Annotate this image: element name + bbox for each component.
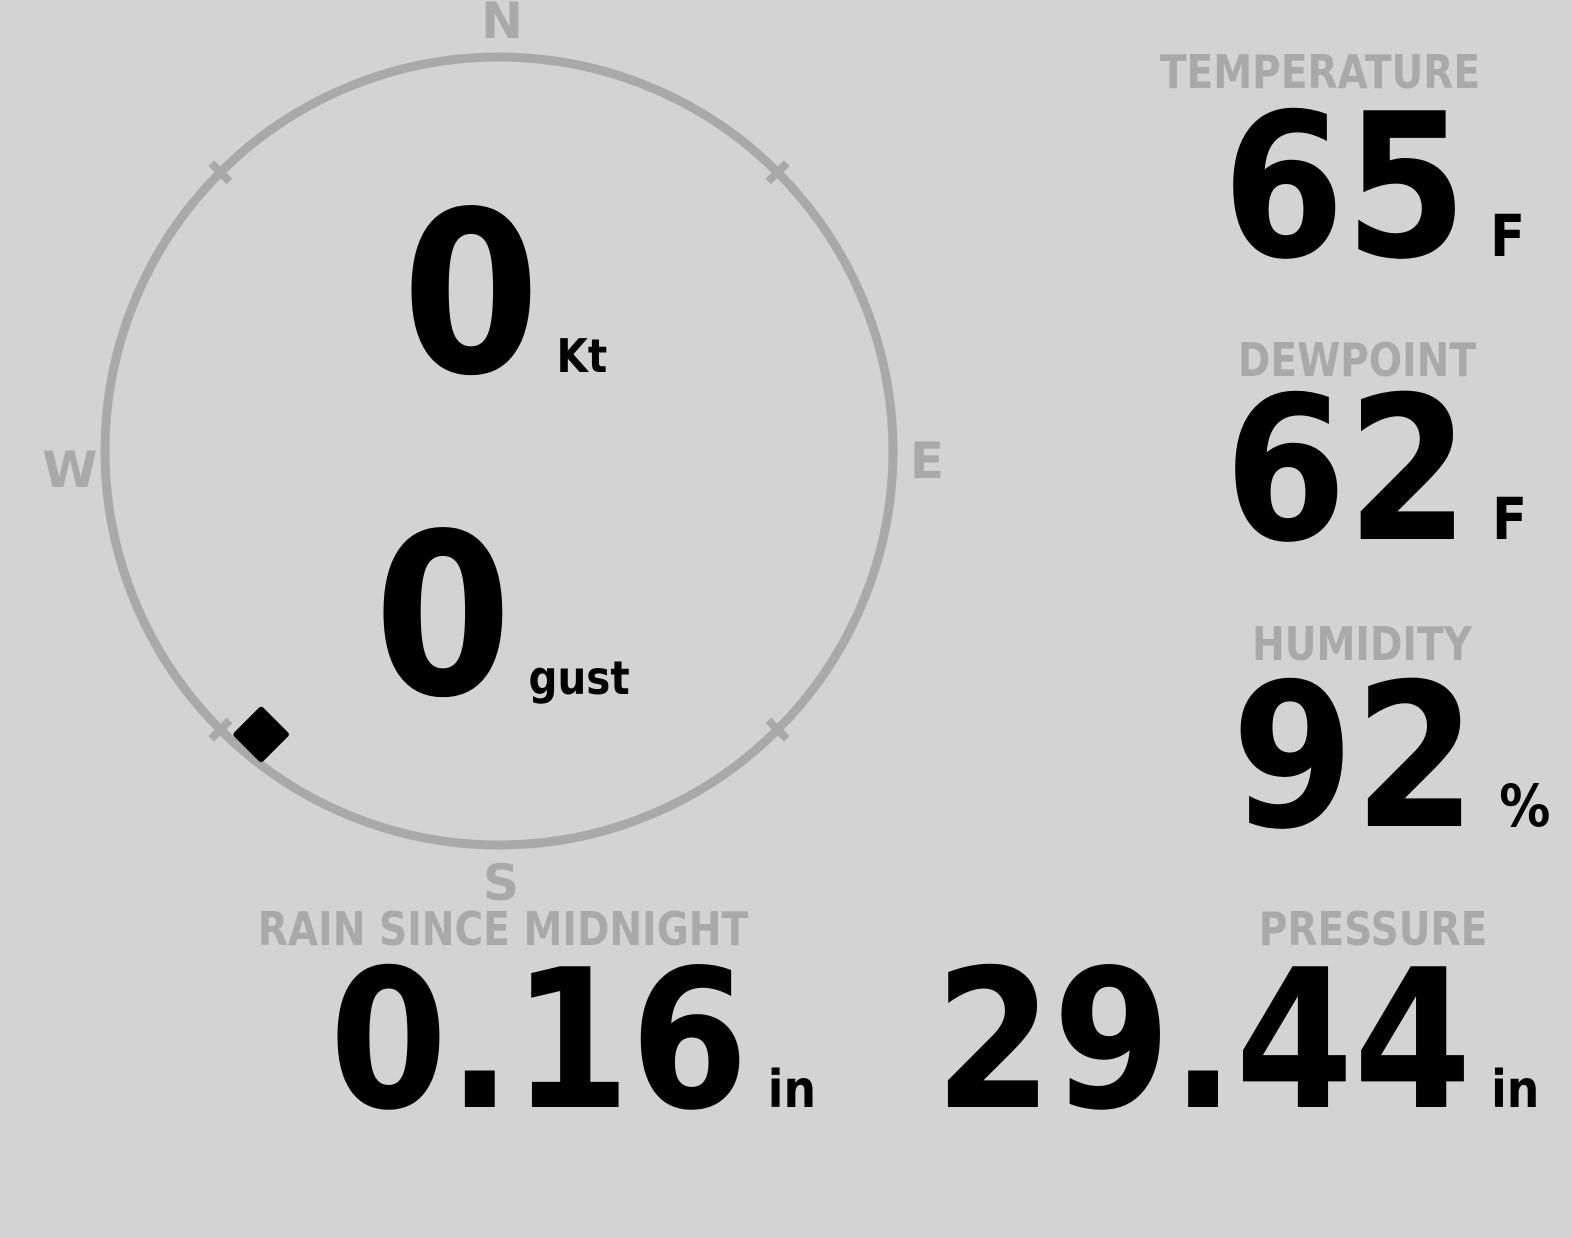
temperature-readout: 65 F [1222,88,1525,288]
temperature-unit: F [1490,202,1525,270]
dewpoint-label: DEWPOINT [1237,333,1477,387]
cardinal-west-label: W [42,441,98,499]
rain-since-midnight-readout: 0.16 in [329,944,816,1137]
compass-circle [100,52,898,850]
temperature-label: TEMPERATURE [1159,45,1481,99]
humidity-unit: % [1498,772,1550,840]
dewpoint-readout: 62 F [1224,371,1527,571]
wind-direction-marker [233,706,289,763]
dewpoint-value: 62 [1224,354,1470,587]
dewpoint-unit: F [1492,485,1527,553]
rain-since-midnight-unit: in [767,1060,816,1120]
pressure-label: PRESSURE [1258,902,1488,956]
wind-gust-readout: 0 gust [374,505,630,730]
compass-dial [100,52,898,850]
wind-speed-value: 0 [402,164,540,426]
wind-speed-unit: Kt [556,329,608,383]
cardinal-east-label: E [909,432,945,490]
humidity-label: HUMIDITY [1252,617,1472,671]
wind-gust-value: 0 [374,486,512,748]
cardinal-north-label: N [481,0,523,50]
rain-since-midnight-value: 0.16 [329,928,749,1153]
compass-tick-nw [208,160,233,185]
pressure-unit: in [1490,1060,1539,1120]
humidity-readout: 92 % [1231,658,1550,858]
wind-gust-unit: gust [528,651,630,705]
temperature-value: 65 [1222,71,1468,304]
wind-marker-group [233,706,289,763]
cardinal-south-label: S [482,854,520,912]
humidity-value: 92 [1231,641,1476,874]
wind-speed-readout: 0 Kt [402,183,607,408]
compass-tick-sw [208,717,233,742]
rain-since-midnight-label: RAIN SINCE MIDNIGHT [257,902,749,956]
pressure-readout: 29.44 in [934,944,1539,1137]
compass-tick-ne [765,160,790,185]
compass-tick-se [765,717,790,742]
pressure-value: 29.44 [934,928,1472,1153]
